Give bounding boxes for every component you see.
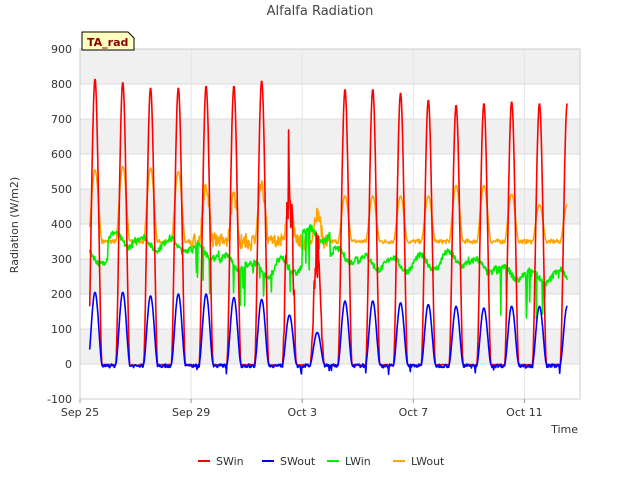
grid-band bbox=[80, 329, 580, 364]
grid-band bbox=[80, 259, 580, 294]
badge-label: TA_rad bbox=[87, 36, 128, 49]
y-tick-label: 200 bbox=[51, 288, 72, 301]
axes: -100 0 100 200 300 400 500 600 700 800 900 Sep 25 Se… bbox=[47, 43, 581, 419]
series-lines bbox=[88, 78, 569, 376]
series-line-swout bbox=[88, 291, 568, 376]
chart-title: Alfalfa Radiation bbox=[267, 4, 374, 19]
plot-border bbox=[79, 48, 581, 400]
y-tick-label: 900 bbox=[51, 43, 72, 56]
y-tick-label: 600 bbox=[51, 148, 72, 161]
x-tick-label: Oct 3 bbox=[287, 406, 317, 419]
y-tick-label: 400 bbox=[51, 218, 72, 231]
grid-band bbox=[80, 119, 580, 154]
grid-band bbox=[80, 189, 580, 224]
y-axis-title: Radiation (W/m2) bbox=[8, 177, 21, 273]
y-tick-label: 800 bbox=[51, 78, 72, 91]
legend-label-lwin: LWin bbox=[345, 455, 371, 468]
y-tick-label: -100 bbox=[47, 393, 72, 406]
legend-label-swin: SWin bbox=[216, 455, 244, 468]
x-tick-label: Sep 25 bbox=[61, 406, 99, 419]
legend-label-swout: SWout bbox=[280, 455, 316, 468]
x-axis-title: Time bbox=[550, 423, 578, 436]
y-tick-label: 700 bbox=[51, 113, 72, 126]
y-tick-label: 300 bbox=[51, 253, 72, 266]
x-tick-label: Oct 7 bbox=[399, 406, 429, 419]
grid-band bbox=[80, 49, 580, 84]
y-tick-label: 0 bbox=[65, 358, 72, 371]
badge-box bbox=[81, 31, 135, 51]
ta-rad-badge: TA_rad bbox=[81, 31, 135, 51]
x-tick-label: Sep 29 bbox=[172, 406, 210, 419]
x-tick-label: Oct 11 bbox=[506, 406, 543, 419]
legend-label-lwout: LWout bbox=[411, 455, 445, 468]
y-tick-label: 500 bbox=[51, 183, 72, 196]
legend: SWin SWout LWin LWout bbox=[198, 455, 445, 468]
y-tick-label: 100 bbox=[51, 323, 72, 336]
